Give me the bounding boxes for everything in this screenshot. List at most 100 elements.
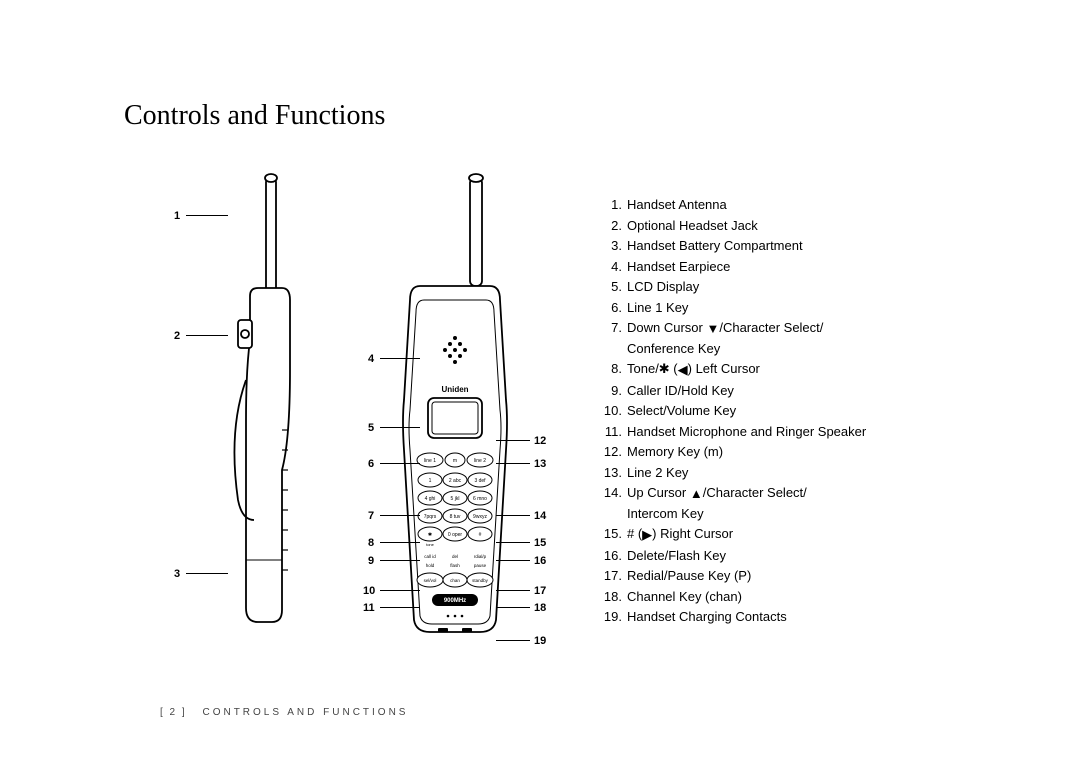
svg-text:tone: tone: [426, 542, 435, 547]
callout-number: 11: [363, 602, 375, 614]
legend-text: LCD Display: [627, 277, 699, 297]
legend-list: 1.Handset Antenna2.Optional Headset Jack…: [600, 195, 866, 628]
callout-number: 7: [368, 510, 374, 522]
callout-number: 6: [368, 458, 374, 470]
legend-number: 11.: [600, 422, 622, 442]
legend-number: 13.: [600, 463, 622, 483]
legend-text: Channel Key (chan): [627, 587, 742, 607]
legend-number: 9.: [600, 381, 622, 401]
callout-number: 15: [534, 537, 546, 549]
callout-number: 19: [534, 635, 546, 647]
svg-text:sel/vol: sel/vol: [424, 578, 437, 583]
legend-number: 18.: [600, 587, 622, 607]
callout-line: [496, 463, 530, 464]
legend-number: 16.: [600, 546, 622, 566]
page-title: Controls and Functions: [124, 100, 385, 132]
legend-item: 9.Caller ID/Hold Key: [600, 381, 866, 401]
callout-line: [496, 590, 530, 591]
callout-number: 17: [534, 585, 546, 597]
legend-item: 15.# (▶) Right Cursor: [600, 524, 866, 545]
legend-text: Handset Microphone and Ringer Speaker: [627, 422, 866, 442]
legend-text: Handset Battery Compartment: [627, 236, 803, 256]
legend-text: Memory Key (m): [627, 442, 723, 462]
legend-number: 1.: [600, 195, 622, 215]
callout-line: [380, 542, 420, 543]
callout-number: 4: [368, 353, 374, 365]
handset-diagram: Uniden line 1 m line 2: [160, 170, 580, 680]
legend-text: # (▶) Right Cursor: [627, 524, 733, 545]
svg-text:3 def: 3 def: [474, 478, 486, 484]
callout-line: [496, 515, 530, 516]
callout-number: 14: [534, 510, 546, 522]
legend-number: 2.: [600, 216, 622, 236]
legend-item: 4.Handset Earpiece: [600, 257, 866, 277]
section-label: CONTROLS AND FUNCTIONS: [202, 707, 408, 718]
callout-number: 3: [174, 568, 180, 580]
callout-line: [186, 573, 228, 574]
legend-number: 12.: [600, 442, 622, 462]
callout-number: 5: [368, 422, 374, 434]
legend-number: 5.: [600, 277, 622, 297]
legend-text: Line 2 Key: [627, 463, 688, 483]
svg-text:✱: ✱: [428, 532, 432, 538]
svg-text:7pqrs: 7pqrs: [424, 514, 437, 520]
callout-number: 8: [368, 537, 374, 549]
legend-item: 11.Handset Microphone and Ringer Speaker: [600, 422, 866, 442]
legend-item: 10.Select/Volume Key: [600, 401, 866, 421]
front-view: Uniden line 1 m line 2: [390, 170, 520, 660]
page-footer: [ 2 ] CONTROLS AND FUNCTIONS: [160, 707, 408, 718]
legend-item: 5.LCD Display: [600, 277, 866, 297]
svg-text:chan: chan: [450, 578, 460, 583]
callout-number: 1: [174, 210, 180, 222]
svg-text:6 mno: 6 mno: [473, 496, 487, 502]
legend-number: 19.: [600, 607, 622, 627]
legend-text: Down Cursor ▼/Character Select/Conferenc…: [627, 318, 823, 358]
legend-text: Select/Volume Key: [627, 401, 736, 421]
legend-number: 7.: [600, 318, 622, 338]
legend-number: 10.: [600, 401, 622, 421]
side-view: [210, 170, 300, 650]
svg-text:9wxyz: 9wxyz: [473, 514, 487, 520]
callout-line: [496, 640, 530, 641]
legend-text: Line 1 Key: [627, 298, 688, 318]
legend-item: 6.Line 1 Key: [600, 298, 866, 318]
svg-text:4 ghi: 4 ghi: [425, 496, 436, 502]
callout-number: 13: [534, 458, 546, 470]
callout-line: [186, 215, 228, 216]
legend-item: 19.Handset Charging Contacts: [600, 607, 866, 627]
legend-item: 7.Down Cursor ▼/Character Select/Confere…: [600, 318, 866, 358]
legend-item: 18.Channel Key (chan): [600, 587, 866, 607]
svg-text:line 1: line 1: [424, 458, 436, 464]
legend-text: Caller ID/Hold Key: [627, 381, 734, 401]
svg-text:line 2: line 2: [474, 458, 486, 464]
legend-item: 3.Handset Battery Compartment: [600, 236, 866, 256]
legend-text: Up Cursor ▲/Character Select/Intercom Ke…: [627, 483, 807, 523]
svg-text:hold: hold: [426, 563, 435, 568]
legend-number: 8.: [600, 359, 622, 379]
callout-line: [380, 427, 420, 428]
callout-number: 12: [534, 435, 546, 447]
svg-text:call id: call id: [424, 554, 436, 559]
legend-number: 4.: [600, 257, 622, 277]
legend-number: 3.: [600, 236, 622, 256]
legend-number: 15.: [600, 524, 622, 544]
legend-item: 14.Up Cursor ▲/Character Select/Intercom…: [600, 483, 866, 523]
svg-text:#: #: [479, 532, 482, 538]
legend-text: Delete/Flash Key: [627, 546, 726, 566]
legend-item: 1.Handset Antenna: [600, 195, 866, 215]
svg-text:2 abc: 2 abc: [449, 478, 462, 484]
callout-line: [186, 335, 228, 336]
svg-text:900MHz: 900MHz: [444, 598, 466, 604]
svg-text:m: m: [453, 458, 457, 464]
callout-line: [380, 358, 420, 359]
legend-text: Handset Charging Contacts: [627, 607, 787, 627]
legend-text: Optional Headset Jack: [627, 216, 758, 236]
callout-line: [380, 590, 420, 591]
legend-item: 2.Optional Headset Jack: [600, 216, 866, 236]
legend-item: 12.Memory Key (m): [600, 442, 866, 462]
legend-text: Redial/Pause Key (P): [627, 566, 751, 586]
callout-number: 16: [534, 555, 546, 567]
legend-item: 8.Tone/✱ (◀) Left Cursor: [600, 359, 866, 380]
legend-item: 17.Redial/Pause Key (P): [600, 566, 866, 586]
callout-number: 10: [363, 585, 375, 597]
